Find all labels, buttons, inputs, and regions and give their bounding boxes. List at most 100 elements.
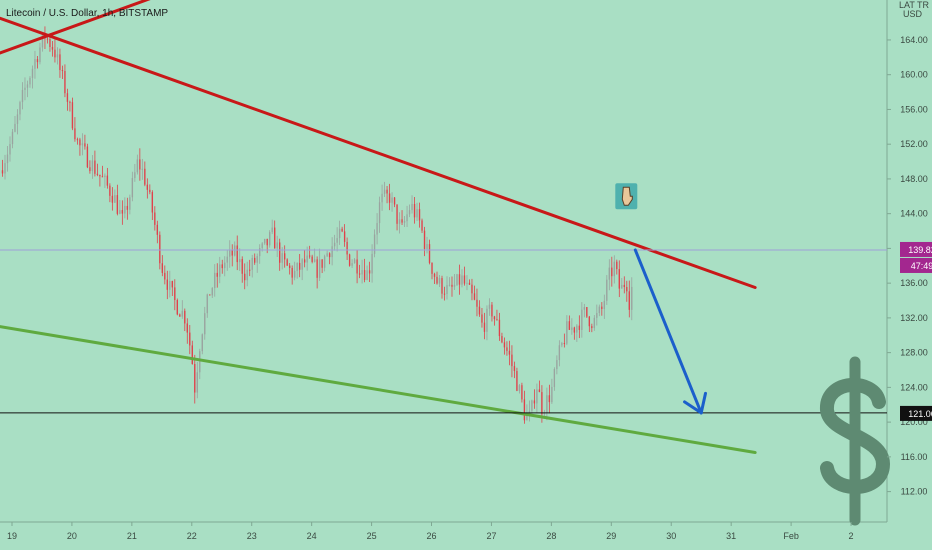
candle[interactable] <box>351 259 353 269</box>
candle[interactable] <box>71 97 74 131</box>
candle[interactable] <box>556 355 558 375</box>
candle[interactable] <box>131 171 134 202</box>
candle[interactable] <box>421 218 423 233</box>
candle[interactable] <box>613 255 615 284</box>
candle[interactable] <box>306 246 308 271</box>
candle[interactable] <box>239 248 241 271</box>
candle[interactable] <box>566 315 568 346</box>
candle[interactable] <box>586 307 588 318</box>
candle[interactable] <box>209 294 211 296</box>
candle[interactable] <box>418 202 421 228</box>
candle[interactable] <box>211 287 213 299</box>
candle[interactable] <box>196 361 198 399</box>
candle[interactable] <box>94 150 96 177</box>
candle[interactable] <box>39 42 41 65</box>
candle[interactable] <box>311 254 313 264</box>
candle[interactable] <box>486 305 488 341</box>
candle[interactable] <box>236 235 238 271</box>
candle[interactable] <box>513 361 516 379</box>
candle[interactable] <box>154 206 156 231</box>
candle[interactable] <box>79 137 81 156</box>
candle[interactable] <box>226 249 228 271</box>
candle[interactable] <box>406 205 408 228</box>
candle[interactable] <box>393 197 396 208</box>
candle[interactable] <box>371 244 373 283</box>
candle[interactable] <box>356 250 358 284</box>
candle[interactable] <box>89 160 91 174</box>
candle[interactable] <box>416 202 418 221</box>
candle[interactable] <box>403 215 406 227</box>
candle[interactable] <box>466 275 468 291</box>
candle[interactable] <box>463 266 466 286</box>
candle[interactable] <box>99 174 101 187</box>
candle[interactable] <box>281 247 283 270</box>
candle[interactable] <box>476 288 478 317</box>
candle[interactable] <box>126 197 129 220</box>
candle[interactable] <box>176 298 178 316</box>
candle[interactable] <box>533 389 536 409</box>
candle[interactable] <box>331 237 333 266</box>
candle[interactable] <box>116 184 119 216</box>
candle[interactable] <box>231 244 233 267</box>
candle[interactable] <box>54 39 56 63</box>
candle[interactable] <box>249 259 251 277</box>
candle[interactable] <box>129 194 131 215</box>
candle[interactable] <box>234 241 236 257</box>
candle[interactable] <box>11 129 14 149</box>
candle[interactable] <box>29 76 31 88</box>
candle[interactable] <box>106 167 109 189</box>
candle[interactable] <box>596 304 598 326</box>
candle[interactable] <box>458 264 461 295</box>
candle[interactable] <box>84 134 86 150</box>
candle[interactable] <box>338 220 341 245</box>
candle[interactable] <box>608 259 610 291</box>
candle[interactable] <box>16 109 19 135</box>
candle[interactable] <box>156 220 159 244</box>
candle[interactable] <box>386 186 388 204</box>
candle[interactable] <box>376 213 378 245</box>
candle[interactable] <box>528 400 531 422</box>
candle[interactable] <box>56 47 59 65</box>
candle[interactable] <box>74 117 76 142</box>
candle[interactable] <box>576 324 578 342</box>
candle[interactable] <box>134 163 136 182</box>
candle[interactable] <box>448 277 451 287</box>
candle[interactable] <box>336 227 338 252</box>
candle[interactable] <box>441 275 443 299</box>
candle[interactable] <box>66 88 69 111</box>
candle[interactable] <box>164 265 166 285</box>
candle[interactable] <box>456 273 458 287</box>
candle[interactable] <box>426 236 428 254</box>
candle[interactable] <box>606 275 608 305</box>
candle[interactable] <box>124 197 126 219</box>
candle[interactable] <box>568 315 571 331</box>
candle[interactable] <box>181 300 183 319</box>
candle[interactable] <box>518 383 521 394</box>
candle[interactable] <box>536 383 538 413</box>
candle[interactable] <box>333 234 336 251</box>
candle[interactable] <box>433 272 436 284</box>
candle[interactable] <box>241 256 243 283</box>
candle[interactable] <box>59 48 61 78</box>
candle[interactable] <box>373 229 376 258</box>
candle[interactable] <box>1 159 4 177</box>
candle[interactable] <box>34 50 36 79</box>
candle[interactable] <box>503 337 506 355</box>
candle[interactable] <box>413 197 416 224</box>
candle[interactable] <box>341 226 343 233</box>
candle[interactable] <box>269 230 271 248</box>
candle[interactable] <box>343 224 346 247</box>
candle[interactable] <box>4 154 6 180</box>
candle[interactable] <box>254 253 256 265</box>
candle[interactable] <box>194 354 196 404</box>
candle[interactable] <box>298 253 301 278</box>
candle[interactable] <box>46 36 49 44</box>
candle[interactable] <box>303 250 306 268</box>
candle[interactable] <box>179 313 181 317</box>
candle[interactable] <box>91 155 94 179</box>
candle[interactable] <box>473 285 476 301</box>
candle[interactable] <box>69 100 71 112</box>
candle[interactable] <box>521 382 523 403</box>
candle[interactable] <box>621 278 623 289</box>
